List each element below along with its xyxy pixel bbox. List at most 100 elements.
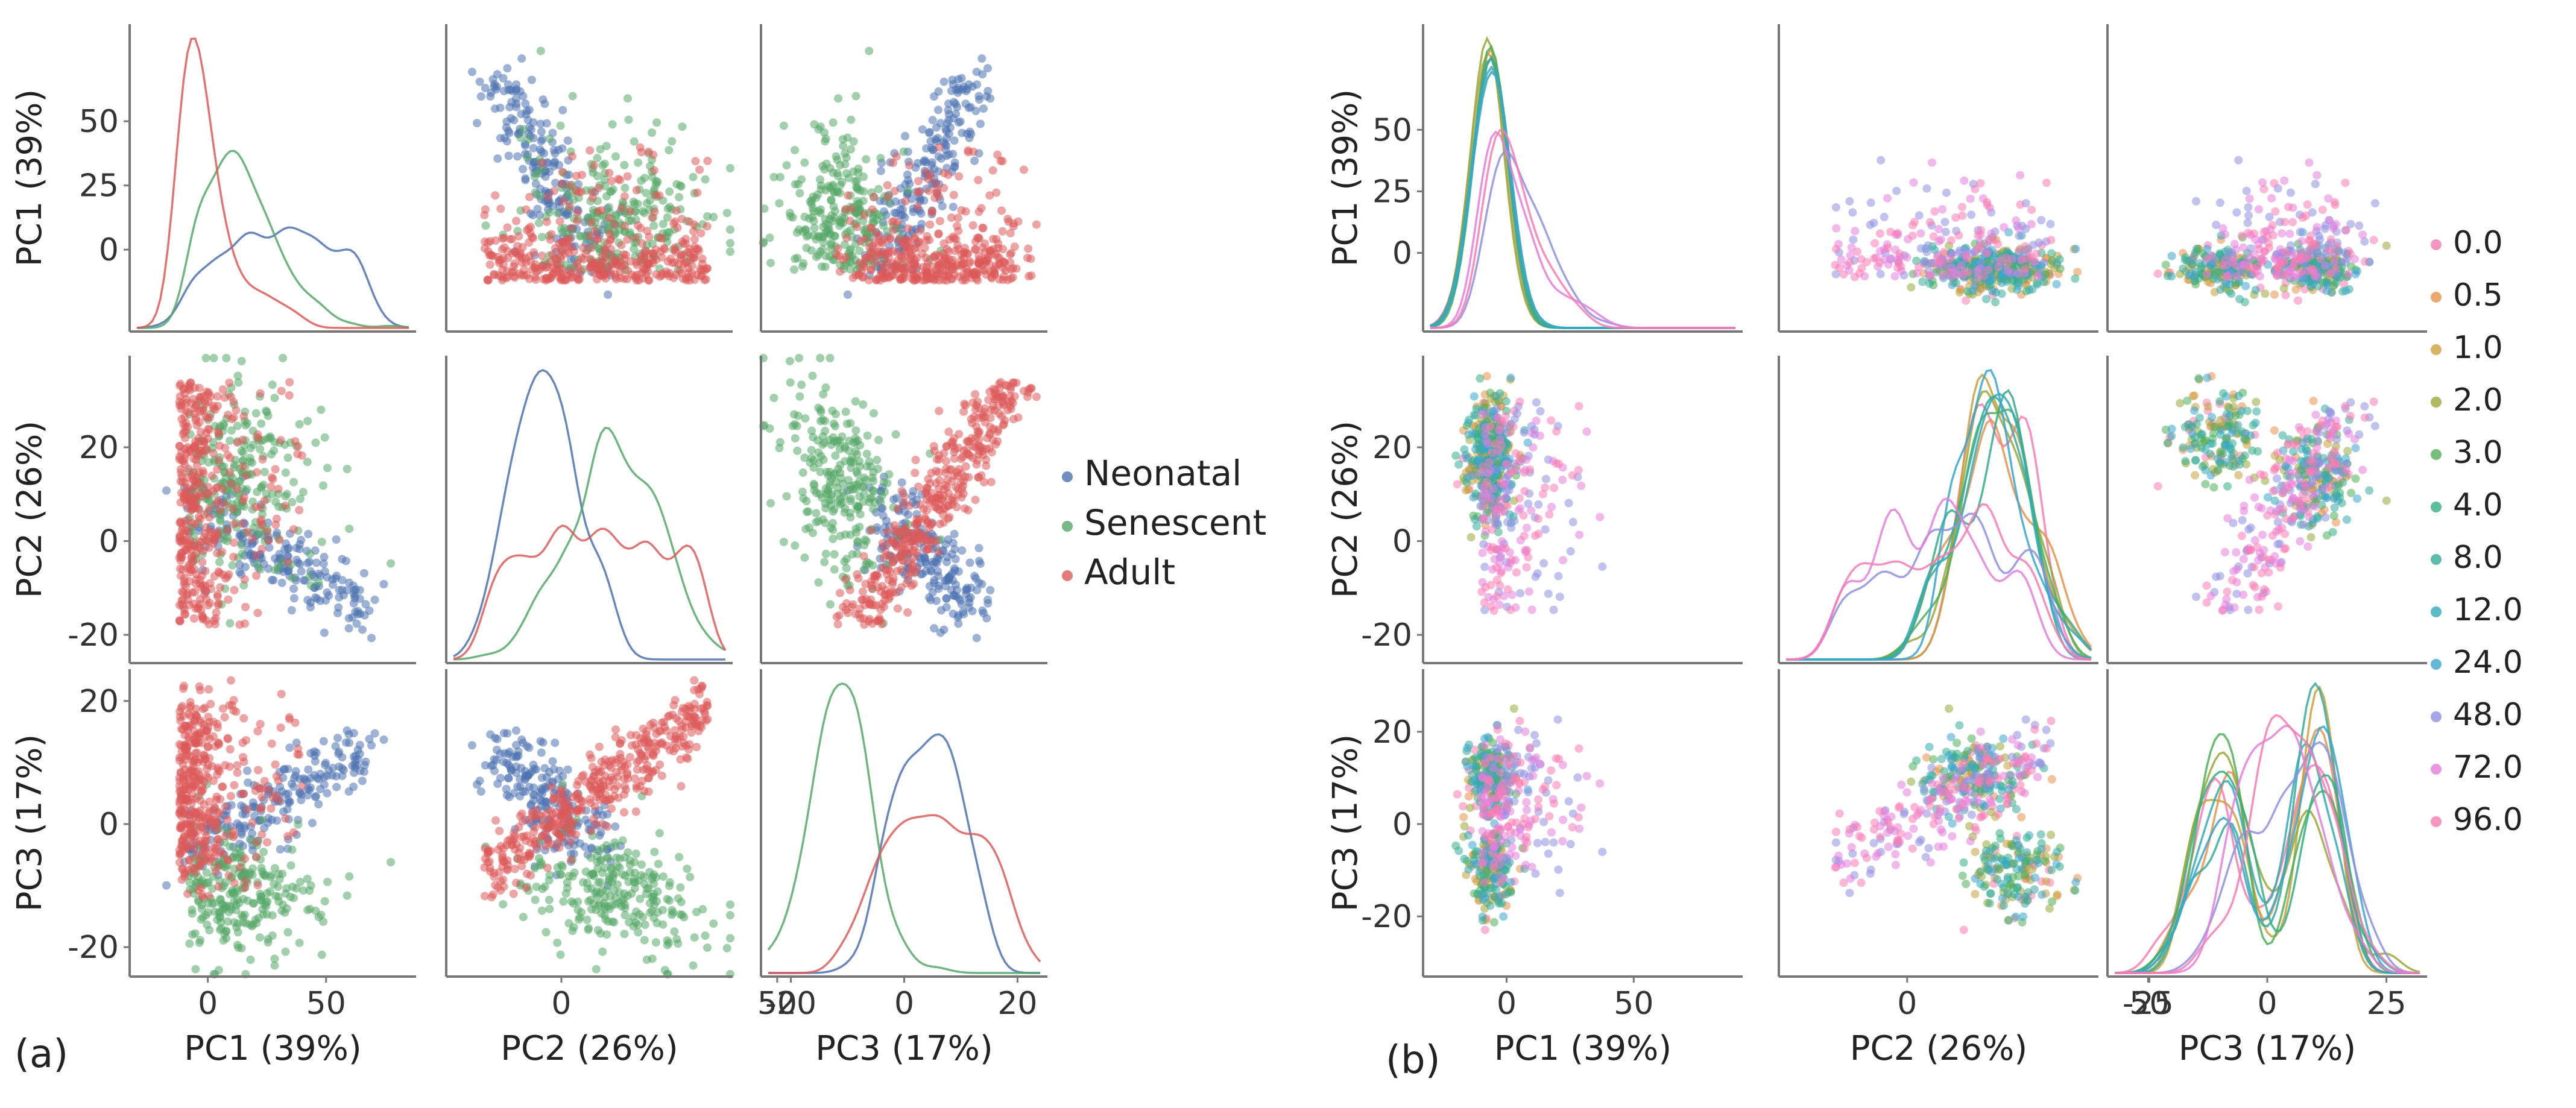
data-point-Senescent [615,863,624,872]
data-point-Adult [842,233,851,242]
data-point-Senescent [584,925,593,934]
data-point-Adult [974,429,983,438]
data-point-Senescent [891,430,900,439]
data-point-Senescent [553,209,562,218]
data-point-Senescent [556,121,565,130]
data-point-Senescent [317,950,326,959]
data-point-Neonatal [312,558,321,567]
data-point-Adult [889,217,898,226]
data-point-Senescent [809,456,818,465]
data-point-Adult [881,565,890,574]
data-point-Adult [672,206,681,215]
data-point-Adult [968,221,977,230]
data-point-Senescent [233,421,242,430]
data-point-Neonatal [323,588,332,597]
data-point-Adult [994,239,1003,248]
data-point-Adult [264,785,273,794]
data-point-Adult [175,564,185,573]
data-point-Adult [194,512,203,521]
data-point-Adult [916,500,925,509]
data-point-Adult [551,244,560,253]
data-point-Senescent [228,561,237,570]
data-point-Adult [655,233,665,242]
x-tick-label: 0 [198,986,218,1022]
data-point-Senescent [826,354,835,362]
data-point-Adult [548,250,557,259]
data-point-Adult [950,447,959,456]
data-point-Adult [662,269,671,279]
data-point-Adult [690,235,699,244]
data-point-Adult [274,485,283,494]
data-point-Senescent [262,489,271,498]
data-point-Adult [488,251,497,260]
data-point-Senescent [800,553,809,562]
data-point-Adult [239,462,247,471]
data-point-Neonatal [983,64,992,73]
data-point-Neonatal [965,558,974,567]
data-point-Adult [204,424,213,433]
data-point-Neonatal [491,734,499,743]
data-point-Adult [886,235,894,244]
data-point-Adult [248,534,257,543]
data-point-Adult [926,479,935,488]
data-point-Senescent [281,889,290,898]
data-point-Adult [696,228,706,238]
data-point-Adult [209,776,218,785]
data-point-Adult [187,781,196,790]
data-point-Senescent [814,403,823,412]
data-point-Senescent [865,46,874,55]
data-point-Neonatal [900,213,909,222]
data-point-Adult [230,781,239,790]
data-point-Neonatal [934,571,942,581]
data-point-Senescent [623,848,633,857]
data-point-Adult [935,251,944,260]
data-point-Neonatal [235,560,244,569]
data-point-Senescent [791,180,800,189]
data-point-Neonatal [924,593,933,602]
data-point-Senescent [833,483,842,493]
data-point-Neonatal [320,780,329,789]
data-point-Neonatal [986,586,995,594]
data-point-Adult [630,774,639,783]
data-point-Senescent [306,881,315,890]
data-point-Adult [961,207,970,216]
data-point-Adult [934,547,943,556]
data-point-Adult [700,275,709,285]
data-point-Neonatal [537,748,546,757]
data-point-Neonatal [558,105,567,115]
data-point-Neonatal [519,92,528,101]
data-point-Adult [220,713,229,722]
data-point-Adult [959,407,968,416]
data-point-Senescent [816,467,825,476]
data-point-Neonatal [876,166,885,175]
data-point-Adult [836,267,844,276]
data-point-Senescent [654,860,663,869]
data-point-Neonatal [944,105,953,115]
data-point-Neonatal [545,167,554,176]
data-point-Neonatal [954,567,963,576]
data-point-Adult [203,742,212,751]
data-point-Adult [914,517,923,526]
data-point-Senescent [874,464,883,473]
data-point-Adult [218,704,227,713]
data-point-Adult [239,789,248,798]
data-point-Neonatal [265,543,274,552]
data-point-Adult [186,445,195,454]
data-point-Adult [961,504,970,513]
data-point-Senescent [786,378,795,387]
data-point-Adult [909,579,918,588]
data-point-Senescent [216,517,225,526]
data-point-Senescent [594,878,603,887]
data-point-Adult [905,501,914,510]
data-point-Adult [638,239,647,248]
data-point-Adult [897,254,906,263]
data-point-Neonatal [536,119,545,128]
data-point-Senescent [256,445,265,453]
data-point-Adult [975,447,983,456]
data-point-Adult [525,192,534,201]
data-point-Senescent [827,195,836,204]
data-point-Adult [548,269,557,278]
data-point-Adult [625,753,634,761]
data-point-Adult [950,454,959,463]
data-point-Neonatal [344,787,353,796]
